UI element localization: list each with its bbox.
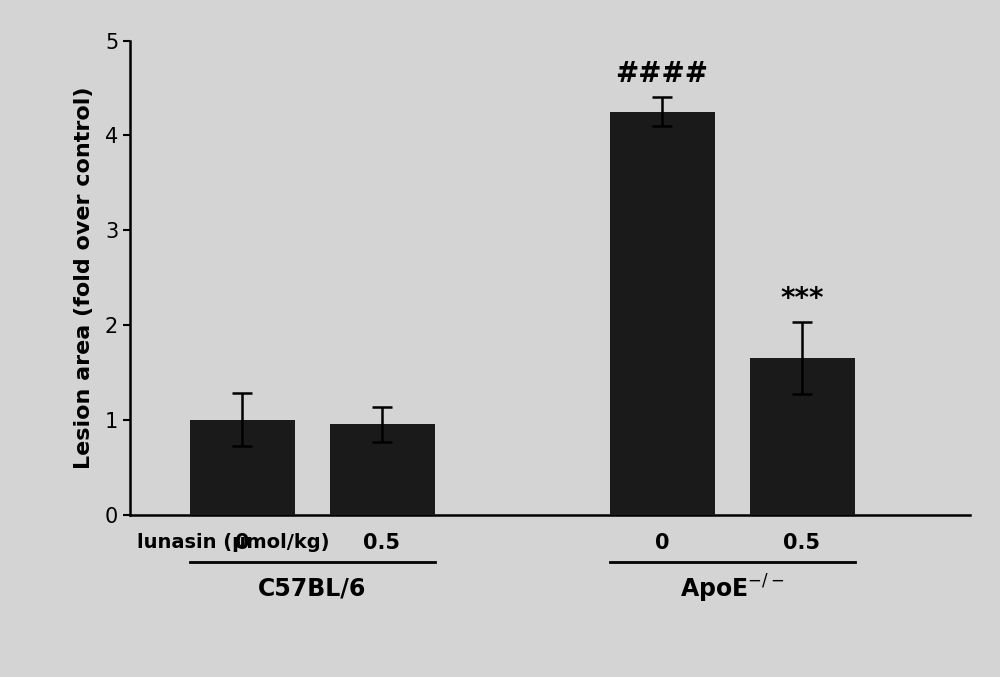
- Text: C57BL/6: C57BL/6: [258, 576, 366, 600]
- Text: ApoE$^{-/-}$: ApoE$^{-/-}$: [680, 572, 784, 605]
- Y-axis label: Lesion area (fold over control): Lesion area (fold over control): [74, 87, 94, 468]
- Bar: [330, 424, 434, 515]
- Text: 0: 0: [235, 533, 249, 553]
- Text: ####: ####: [616, 60, 708, 88]
- Text: ***: ***: [780, 284, 824, 313]
- Bar: [750, 358, 854, 515]
- Text: 0: 0: [655, 533, 669, 553]
- Bar: [610, 112, 714, 515]
- Bar: [190, 420, 294, 515]
- Text: 0.5: 0.5: [784, 533, 820, 553]
- Text: 0.5: 0.5: [364, 533, 400, 553]
- Text: lunasin (μmol/kg): lunasin (μmol/kg): [137, 533, 330, 552]
